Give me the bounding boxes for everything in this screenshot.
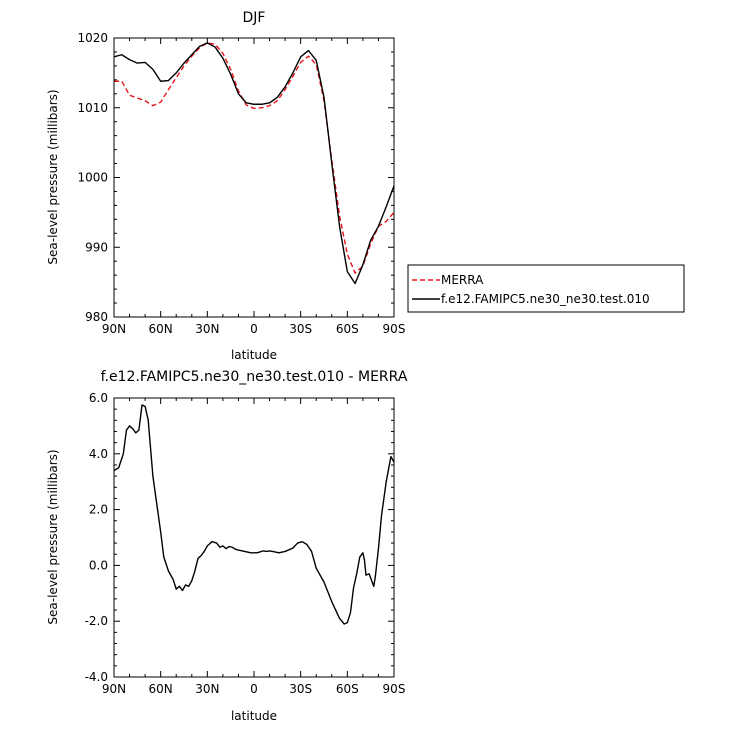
- bottom-plot-frame: [113, 397, 395, 678]
- top-ytick-label: 980: [85, 310, 108, 324]
- top-ytick-label: 1010: [77, 101, 108, 115]
- top-ytick-label: 1020: [77, 31, 108, 45]
- legend-label-model: f.e12.FAMIPC5.ne30_ne30.test.010: [441, 292, 650, 306]
- top-series-line-1: [113, 42, 395, 285]
- bottom-ytick-label: 4.0: [89, 447, 108, 461]
- bottom-xtick-label: 30S: [289, 682, 312, 696]
- bottom-xtick-label: 60N: [149, 682, 173, 696]
- top-xlabel: latitude: [231, 348, 277, 362]
- top-panel: DJF Sea-level pressure (millibars) latit…: [46, 10, 405, 362]
- bottom-xtick-label: 60S: [336, 682, 359, 696]
- bottom-title: f.e12.FAMIPC5.ne30_ne30.test.010 - MERRA: [101, 369, 408, 385]
- top-series-lines: [113, 42, 395, 285]
- bottom-ylabel: Sea-level pressure (millibars): [46, 449, 60, 624]
- top-xtick-label: 90N: [102, 322, 126, 336]
- bottom-ytick-label: 0.0: [89, 558, 108, 572]
- top-xtick-label: 0: [250, 322, 258, 336]
- bottom-ticks: 90N 60N 30N 0 30S 60S 90S -4.0 -2.0 0.0 2.0 4.0 6.0: [85, 391, 406, 696]
- top-xtick-label: 90S: [383, 322, 406, 336]
- bottom-series-line-0: [113, 404, 395, 625]
- legend-label-merra: MERRA: [441, 273, 484, 287]
- bottom-ytick-label: -4.0: [85, 670, 108, 684]
- bottom-series-lines: [113, 404, 395, 625]
- bottom-xtick-label: 30N: [195, 682, 219, 696]
- top-xtick-label: 30N: [195, 322, 219, 336]
- top-series-line-0: [114, 42, 395, 274]
- top-title: DJF: [243, 10, 266, 26]
- bottom-xtick-label: 90N: [102, 682, 126, 696]
- bottom-ytick-label: 6.0: [89, 391, 108, 405]
- bottom-ytick-label: 2.0: [89, 503, 108, 517]
- bottom-xtick-label: 90S: [383, 682, 406, 696]
- bottom-xtick-label: 0: [250, 682, 258, 696]
- bottom-ytick-label: -2.0: [85, 614, 108, 628]
- top-xtick-label: 60N: [149, 322, 173, 336]
- top-plot-frame: [113, 37, 395, 318]
- top-ticks: 90N 60N 30N 0 30S 60S 90S 980 990 1000 1010 1020: [77, 31, 405, 336]
- legend-box: [407, 264, 685, 313]
- top-ylabel: Sea-level pressure (millibars): [46, 89, 60, 264]
- legend: MERRA f.e12.FAMIPC5.ne30_ne30.test.010: [407, 264, 685, 313]
- top-xtick-label: 30S: [289, 322, 312, 336]
- bottom-panel: f.e12.FAMIPC5.ne30_ne30.test.010 - MERRA…: [46, 369, 408, 723]
- top-xtick-label: 60S: [336, 322, 359, 336]
- bottom-xlabel: latitude: [231, 709, 277, 723]
- top-ytick-label: 1000: [77, 171, 108, 185]
- top-ytick-label: 990: [85, 240, 108, 254]
